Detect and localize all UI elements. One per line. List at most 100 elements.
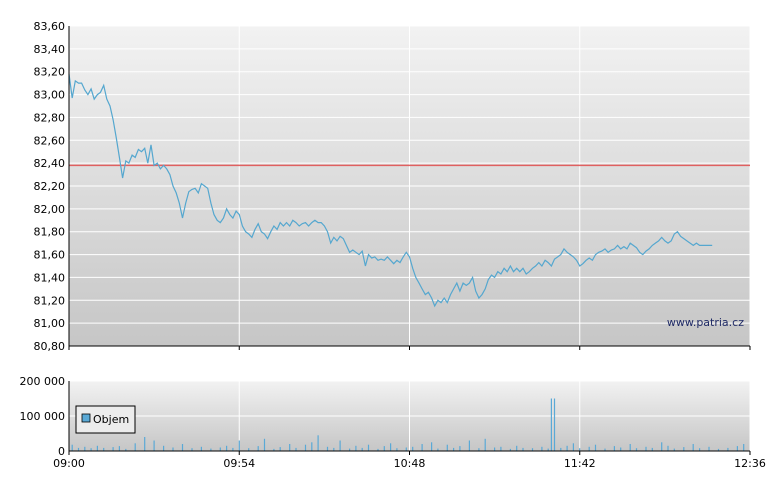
volume-bar <box>708 446 710 451</box>
volume-bar <box>494 447 496 451</box>
volume-bar <box>304 444 307 451</box>
volume-bar <box>727 447 729 451</box>
volume-bar <box>645 446 647 451</box>
volume-bar <box>153 440 155 451</box>
volume-bar <box>717 448 720 451</box>
volume-bar <box>349 448 351 451</box>
volume-bar <box>333 447 335 451</box>
price-panel: 83,60 83,40 83,20 83,00 82,80 82,60 82,40 82,20… <box>34 20 751 353</box>
volume-bar <box>326 446 329 451</box>
volume-panel: 200 000 100 000 0 09:00 09:54 10:48 11:42 12:3… <box>20 375 766 470</box>
volume-legend: Objem <box>75 405 136 434</box>
volume-bars <box>71 398 745 452</box>
volume-bar <box>219 447 221 451</box>
volume-bar <box>339 440 341 451</box>
volume-bar <box>172 447 174 451</box>
volume-bar <box>667 445 669 452</box>
price-y-tick-label: 82,60 <box>34 134 66 147</box>
volume-bar <box>431 442 433 452</box>
price-series-line <box>68 73 713 308</box>
volume-bar <box>522 447 524 451</box>
price-y-tick-label: 81,80 <box>34 226 66 239</box>
volume-bar <box>588 446 590 451</box>
price-y-tick-label: 83,40 <box>34 43 66 56</box>
price-y-tick-label: 83,00 <box>34 89 66 102</box>
volume-bar <box>572 443 574 451</box>
volume-bar <box>635 448 638 451</box>
volume-bar <box>516 445 518 452</box>
volume-bar <box>181 444 184 451</box>
volume-bar <box>295 447 297 451</box>
volume-bar <box>437 448 439 451</box>
volume-bar <box>103 447 105 451</box>
volume-bar <box>629 444 631 451</box>
volume-bar <box>317 435 319 452</box>
volume-bar <box>446 444 448 451</box>
volume-bar <box>355 445 357 452</box>
volume-bar <box>144 437 146 451</box>
watermark-text: www.patria.cz <box>667 316 744 329</box>
price-y-tick-label: 81,00 <box>34 317 66 330</box>
volume-bar <box>232 447 234 451</box>
volume-bar <box>367 444 370 451</box>
volume-bar <box>77 447 80 451</box>
price-y-tick-labels: 83,60 83,40 83,20 83,00 82,80 82,60 82,40 82,20… <box>34 20 66 353</box>
volume-bar <box>311 442 313 452</box>
price-y-tick-label: 82,00 <box>34 203 66 216</box>
volume-bar <box>200 446 202 451</box>
price-y-tick-label: 82,80 <box>34 111 66 124</box>
volume-y-tick-label: 100 000 <box>20 410 66 423</box>
volume-bar <box>699 448 701 451</box>
volume-bar <box>377 448 379 451</box>
volume-bar <box>84 446 86 451</box>
volume-y-tick-labels: 200 000 100 000 0 <box>20 375 66 458</box>
volume-bar <box>594 444 597 451</box>
volume-bar <box>273 448 275 451</box>
volume-bar <box>390 443 392 451</box>
volume-bar <box>651 447 653 451</box>
x-axis-time-labels: 09:00 09:54 10:48 11:42 12:36 <box>53 451 766 470</box>
price-y-tick-label: 83,60 <box>34 20 66 33</box>
volume-bar <box>468 440 470 451</box>
volume-bar <box>191 448 193 451</box>
volume-bar <box>547 448 549 451</box>
volume-bar <box>531 448 534 451</box>
volume-bar <box>620 447 622 451</box>
price-x-tick-marks <box>68 346 751 350</box>
volume-bar <box>163 445 165 452</box>
volume-bar <box>661 442 663 452</box>
price-y-tick-label: 82,20 <box>34 180 66 193</box>
volume-bar <box>361 447 363 451</box>
volume-bar <box>613 446 615 451</box>
x-tick-label: 10:48 <box>394 457 426 470</box>
price-y-tick-label: 83,20 <box>34 66 66 79</box>
volume-bar <box>226 445 228 452</box>
volume-bar <box>459 446 461 451</box>
volume-bar <box>743 444 745 451</box>
volume-bar <box>96 445 98 452</box>
legend-label: Objem <box>93 413 129 426</box>
volume-bar <box>210 448 212 451</box>
volume-bar <box>509 448 511 451</box>
volume-bar <box>412 446 414 451</box>
volume-bar <box>238 440 240 451</box>
volume-bar <box>118 446 120 451</box>
volume-bar <box>550 398 552 451</box>
x-tick-label: 11:42 <box>564 457 596 470</box>
x-tick-label: 12:36 <box>734 457 766 470</box>
volume-bar <box>736 446 738 451</box>
volume-bar <box>289 444 291 451</box>
price-y-tick-label: 82,40 <box>34 157 66 170</box>
volume-bar <box>396 448 398 451</box>
legend-swatch <box>81 413 91 423</box>
volume-bar <box>604 448 606 451</box>
price-y-tick-label: 81,40 <box>34 271 66 284</box>
volume-y-tick-label: 200 000 <box>20 375 66 388</box>
volume-bar <box>692 444 694 451</box>
volume-bar <box>90 448 92 451</box>
volume-bar <box>541 446 543 451</box>
volume-bar <box>478 448 480 451</box>
volume-bar <box>112 447 114 451</box>
volume-bar <box>421 444 423 451</box>
